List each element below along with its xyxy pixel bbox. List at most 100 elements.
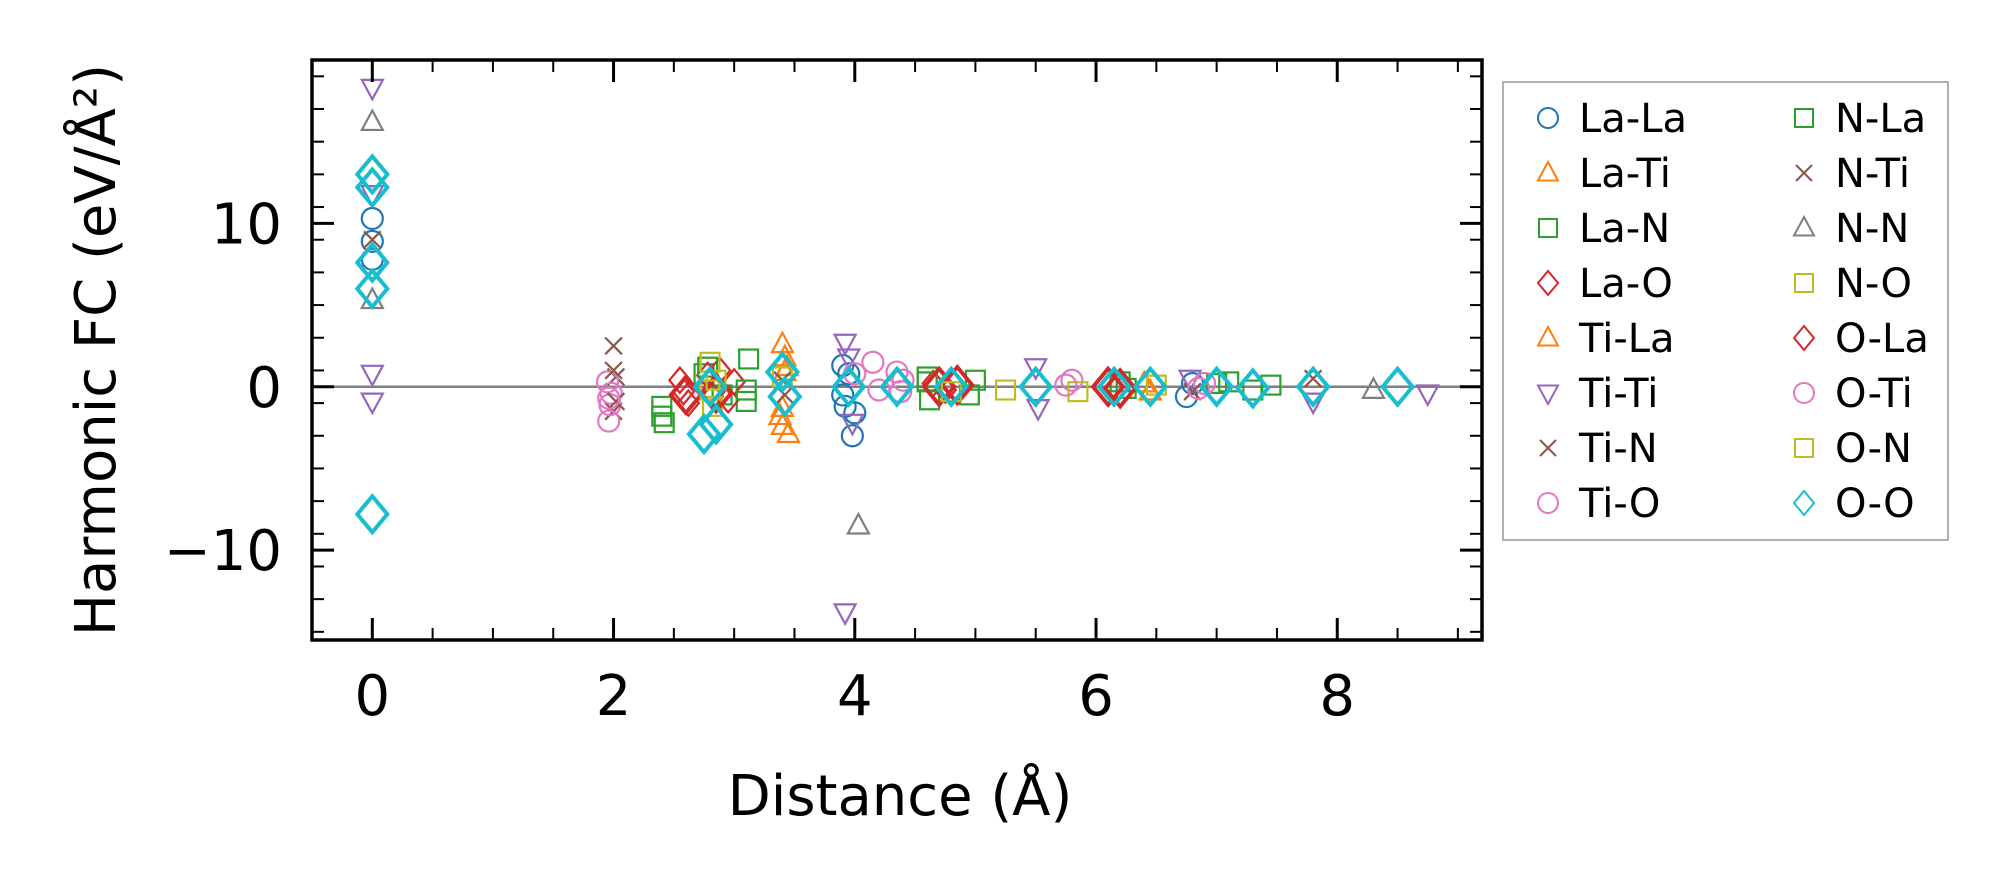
x-axis-label: Distance (Å) bbox=[728, 763, 1073, 829]
legend: La-La La-Ti La-N La-O Ti-La Ti-Ti Ti-N Ti-O N-La… bbox=[1502, 81, 1949, 541]
data-point-n-o bbox=[1067, 381, 1089, 403]
legend-marker bbox=[1536, 384, 1560, 407]
data-point-ti-ti bbox=[832, 333, 858, 357]
legend-item-la-ti: La-Ti bbox=[1536, 151, 1671, 197]
data-point-n-n bbox=[1361, 376, 1386, 400]
legend-item-ti-o: Ti-O bbox=[1537, 481, 1660, 527]
series-o-ti bbox=[597, 368, 1211, 410]
data-point-ti-ti bbox=[832, 603, 858, 627]
legend-item-ti-ti: Ti-Ti bbox=[1536, 371, 1658, 417]
data-point-la-ti bbox=[776, 420, 801, 444]
data-point-o-o bbox=[1235, 367, 1271, 410]
legend-marker bbox=[1792, 214, 1816, 237]
data-point-o-ti bbox=[1186, 376, 1211, 400]
legend-item-o-ti: O-Ti bbox=[1793, 371, 1913, 417]
data-point-la-n bbox=[738, 348, 760, 370]
y-tick-label: 0 bbox=[246, 356, 282, 421]
data-point-ti-ti bbox=[836, 348, 862, 372]
legend-item-n-o: N-O bbox=[1794, 261, 1912, 307]
data-point-n-n bbox=[846, 511, 871, 535]
legend-marker bbox=[1792, 489, 1816, 517]
data-point-ti-ti bbox=[359, 364, 385, 388]
data-point-o-o bbox=[698, 403, 734, 446]
legend-marker bbox=[1794, 108, 1814, 128]
data-point-la-la bbox=[843, 401, 867, 425]
data-point-o-o bbox=[764, 350, 801, 394]
legend-label: N-N bbox=[1835, 206, 1909, 252]
data-point-la-la bbox=[360, 229, 384, 253]
legend-label: N-O bbox=[1835, 261, 1912, 307]
legend-item-ti-n: Ti-N bbox=[1539, 426, 1658, 472]
legend-marker bbox=[1794, 273, 1814, 293]
legend-label: Ti-N bbox=[1578, 426, 1658, 472]
data-point-n-la bbox=[735, 379, 757, 401]
plot-frame bbox=[310, 58, 1484, 642]
legend-marker bbox=[1536, 324, 1560, 347]
data-point-n-o bbox=[995, 379, 1017, 401]
data-point-ti-ti bbox=[359, 184, 385, 208]
legend-item-o-o: O-O bbox=[1792, 481, 1915, 527]
data-point-o-ti bbox=[891, 368, 915, 392]
data-point-o-o bbox=[354, 267, 390, 310]
data-point-la-la bbox=[837, 362, 861, 386]
legend-label: O-N bbox=[1835, 426, 1912, 472]
data-point-o-o bbox=[354, 493, 390, 536]
legend-label: Ti-Ti bbox=[1578, 371, 1658, 417]
legend-marker bbox=[1538, 218, 1558, 238]
series-o-o bbox=[354, 153, 1416, 536]
data-point-n-ti bbox=[604, 361, 623, 380]
data-point-o-la bbox=[1102, 367, 1138, 410]
legend-item-la-n: La-N bbox=[1538, 206, 1670, 252]
legend-marker bbox=[1536, 269, 1560, 297]
legend-label: La-La bbox=[1579, 96, 1687, 142]
data-point-ti-ti bbox=[1023, 358, 1049, 382]
legend-marker bbox=[1794, 438, 1814, 458]
data-point-o-o bbox=[1018, 365, 1054, 408]
x-tick-label: 6 bbox=[1078, 664, 1114, 729]
legend-item-o-n: O-N bbox=[1794, 426, 1912, 472]
data-point-ti-ti bbox=[1415, 384, 1441, 408]
data-point-o-n bbox=[705, 369, 727, 391]
legend-item-n-ti: N-Ti bbox=[1795, 151, 1910, 197]
data-point-o-o bbox=[1295, 365, 1331, 408]
data-point-o-ti bbox=[597, 386, 621, 410]
data-point-o-o bbox=[692, 365, 728, 408]
data-point-ti-n bbox=[604, 336, 623, 356]
legend-marker bbox=[1536, 159, 1560, 182]
data-point-n-ti bbox=[606, 392, 626, 411]
legend-label: O-Ti bbox=[1835, 371, 1913, 417]
data-point-ti-ti bbox=[359, 392, 385, 416]
data-point-n-la bbox=[1242, 379, 1264, 401]
data-point-ti-n bbox=[363, 230, 382, 249]
data-point-o-ti bbox=[867, 378, 891, 402]
legend-label: O-La bbox=[1835, 316, 1929, 362]
data-point-la-ti bbox=[1137, 377, 1163, 401]
legend-label: La-N bbox=[1579, 206, 1670, 252]
y-tick-label: 10 bbox=[211, 192, 282, 257]
data-point-ti-ti bbox=[1300, 392, 1326, 416]
data-point-o-o bbox=[1379, 365, 1416, 408]
data-point-la-la bbox=[831, 383, 855, 407]
data-point-ti-o bbox=[595, 370, 620, 394]
data-point-o-o bbox=[1132, 365, 1168, 408]
legend-marker bbox=[1792, 324, 1816, 352]
legend-label: N-La bbox=[1835, 96, 1926, 142]
data-point-n-ti bbox=[1183, 382, 1202, 401]
legend-marker bbox=[1795, 164, 1813, 182]
data-point-la-o bbox=[716, 385, 741, 415]
data-point-la-la bbox=[840, 424, 864, 448]
series-ti-o bbox=[595, 350, 1217, 433]
legend-marker bbox=[1793, 382, 1815, 404]
data-point-n-n bbox=[359, 108, 385, 132]
legend-item-n-n: N-N bbox=[1792, 206, 1909, 252]
data-point-o-o bbox=[879, 365, 915, 408]
data-point-ti-ti bbox=[840, 413, 865, 437]
data-point-la-n bbox=[653, 412, 675, 434]
data-point-o-o bbox=[354, 166, 390, 209]
data-point-o-la bbox=[939, 364, 975, 407]
tick-labels: 0 2 4 6 8 −10 0 10 bbox=[164, 192, 1355, 729]
data-point-la-o bbox=[722, 367, 747, 397]
data-point-ti-o bbox=[1192, 371, 1217, 396]
x-tick-label: 2 bbox=[596, 664, 632, 729]
